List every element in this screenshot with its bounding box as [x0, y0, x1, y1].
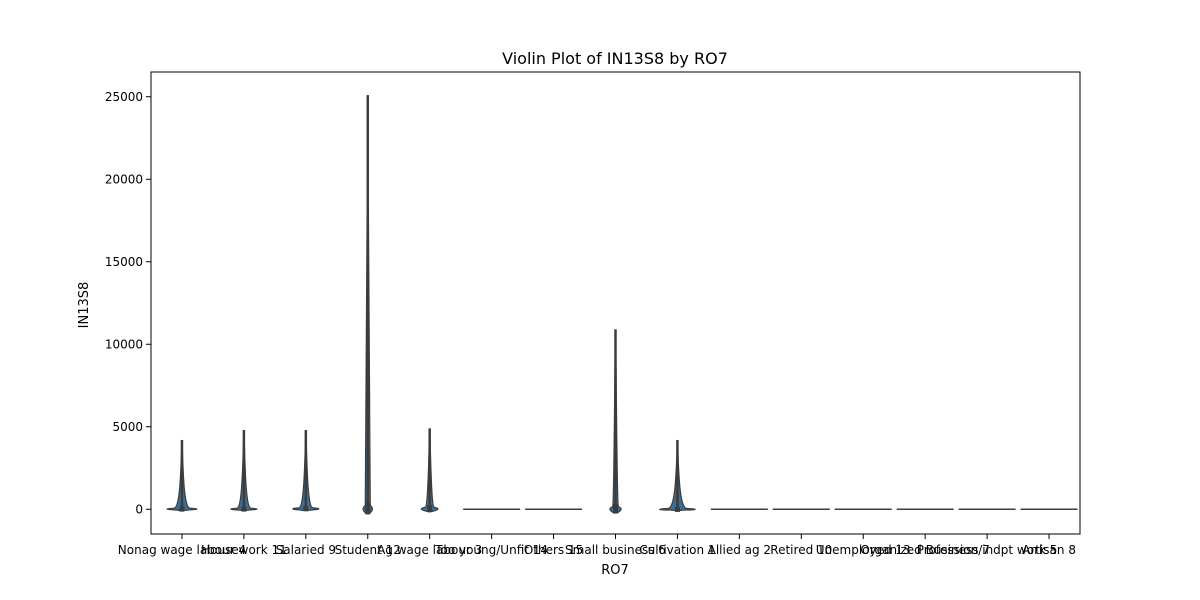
violin — [362, 95, 373, 515]
violin-box — [427, 505, 433, 513]
y-axis-title: IN13S8 — [77, 282, 92, 329]
violins-layer — [166, 95, 1078, 515]
violin-box — [303, 506, 309, 512]
y-tick-label: 10000 — [105, 337, 143, 351]
x-tick-label: Retired 10 — [770, 543, 832, 557]
violin — [166, 439, 198, 512]
violin — [609, 329, 622, 514]
x-tick-label: Artisan 8 — [1022, 543, 1076, 557]
x-tick-label: Ag wage labour 3 — [377, 543, 482, 557]
violin-box — [179, 506, 185, 512]
x-tick-label: Too young/Unfit 14 — [434, 543, 548, 557]
violin-box — [613, 504, 618, 514]
plot-frame — [150, 71, 1081, 535]
x-tick-label: Student 12 — [335, 543, 401, 557]
violin — [292, 430, 320, 512]
y-tick-label: 0 — [135, 502, 143, 516]
x-tick-label: Others 15 — [524, 543, 583, 557]
y-tick-label: 5000 — [112, 420, 143, 434]
violin-box — [365, 502, 371, 515]
violin — [230, 430, 258, 512]
x-tick-label: Allied ag 2 — [708, 543, 771, 557]
x-tick-label: Small business 6 — [565, 543, 666, 557]
y-tick-label: 25000 — [105, 90, 143, 104]
x-tick-label: Unemployed 13 — [816, 543, 911, 557]
y-tick-label: 15000 — [105, 255, 143, 269]
y-tick-label: 20000 — [105, 172, 143, 186]
x-tick-label: Nonag wage labour 4 — [118, 543, 246, 557]
violin-box — [674, 506, 680, 512]
y-axis: 0 5000 10000 15000 20000 25000 — [105, 90, 151, 516]
x-tick-label: Cultivation 1 — [639, 543, 715, 557]
x-tick-label: Housework 11 — [201, 543, 287, 557]
chart-title: Violin Plot of IN13S8 by RO7 — [502, 49, 728, 68]
x-tick-label: Profession/indpt work 5 — [917, 543, 1058, 557]
x-axis-title: RO7 — [601, 563, 629, 578]
violin-box — [241, 506, 247, 512]
violin — [659, 439, 696, 512]
x-tick-label: Organized Business 7 — [860, 543, 990, 557]
x-tick-label: Salaried 9 — [276, 543, 336, 557]
violin — [420, 428, 439, 513]
